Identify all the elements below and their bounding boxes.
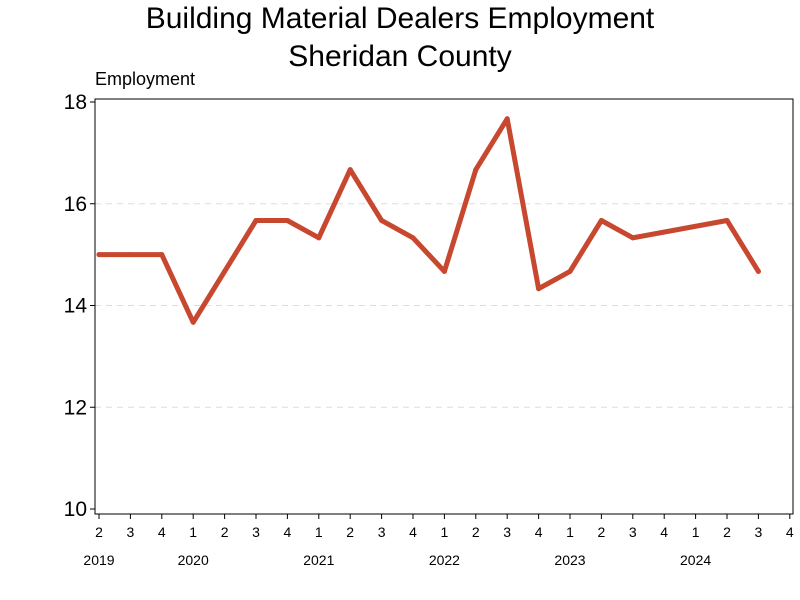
x-tick-label: 1 <box>315 524 323 540</box>
data-point <box>253 218 259 224</box>
x-tick-label: 2 <box>472 524 480 540</box>
x-tick-label: 1 <box>189 524 197 540</box>
x-tick-label: 3 <box>503 524 511 540</box>
data-point <box>379 218 385 224</box>
x-year-label: 2019 <box>83 552 114 568</box>
data-point <box>127 252 133 258</box>
data-point <box>598 218 604 224</box>
data-point <box>410 235 416 241</box>
data-point <box>316 235 322 241</box>
y-ticks: 10 12 14 16 18 <box>64 91 95 521</box>
data-point <box>504 116 510 122</box>
x-tick-label: 1 <box>566 524 574 540</box>
y-axis-label: Employment <box>95 69 196 89</box>
x-ticks: 2 3 4 1 2 3 4 1 2 3 4 1 2 3 4 1 2 3 4 1 2 3 4 2019 2020 2021 2022 2… <box>83 514 794 568</box>
x-tick-label: 4 <box>786 524 794 540</box>
data-point <box>284 218 290 224</box>
y-tick-label: 16 <box>64 193 87 216</box>
plot-frame <box>94 98 794 515</box>
y-tick-label: 18 <box>64 91 87 114</box>
x-tick-label: 4 <box>535 524 543 540</box>
x-tick-label: 2 <box>598 524 606 540</box>
data-point <box>630 235 636 241</box>
data-point <box>441 268 447 274</box>
axes <box>94 98 794 515</box>
data-point <box>536 286 542 292</box>
data-point <box>755 268 761 274</box>
data-point <box>96 252 102 258</box>
x-year-label: 2024 <box>680 552 711 568</box>
data-point <box>159 252 165 258</box>
x-tick-label: 4 <box>158 524 166 540</box>
series-line <box>96 116 761 325</box>
x-tick-label: 3 <box>755 524 763 540</box>
data-point <box>567 268 573 274</box>
gridlines <box>95 203 793 408</box>
x-tick-label: 1 <box>692 524 700 540</box>
data-point <box>347 167 353 173</box>
x-tick-label: 3 <box>629 524 637 540</box>
x-tick-label: 2 <box>95 524 103 540</box>
x-tick-label: 1 <box>441 524 449 540</box>
x-tick-label: 4 <box>284 524 292 540</box>
data-point <box>222 268 228 274</box>
x-tick-label: 3 <box>378 524 386 540</box>
x-tick-label: 3 <box>127 524 135 540</box>
x-year-label: 2021 <box>303 552 334 568</box>
chart-title: Building Material Dealers Employment <box>145 2 655 35</box>
x-tick-label: 2 <box>346 524 354 540</box>
x-tick-label: 3 <box>252 524 260 540</box>
data-point <box>724 218 730 224</box>
data-point <box>473 167 479 173</box>
chart-subtitle: Sheridan County <box>288 40 512 73</box>
y-tick-label: 14 <box>64 295 88 318</box>
x-year-label: 2023 <box>554 552 585 568</box>
x-tick-label: 2 <box>723 524 731 540</box>
series-layer <box>96 116 761 325</box>
x-tick-label: 2 <box>221 524 229 540</box>
x-year-label: 2022 <box>429 552 460 568</box>
y-tick-label: 12 <box>64 396 87 419</box>
y-tick-label: 10 <box>64 498 87 521</box>
x-year-label: 2020 <box>178 552 209 568</box>
data-point <box>190 319 196 325</box>
x-tick-label: 4 <box>660 524 668 540</box>
x-tick-label: 4 <box>409 524 417 540</box>
